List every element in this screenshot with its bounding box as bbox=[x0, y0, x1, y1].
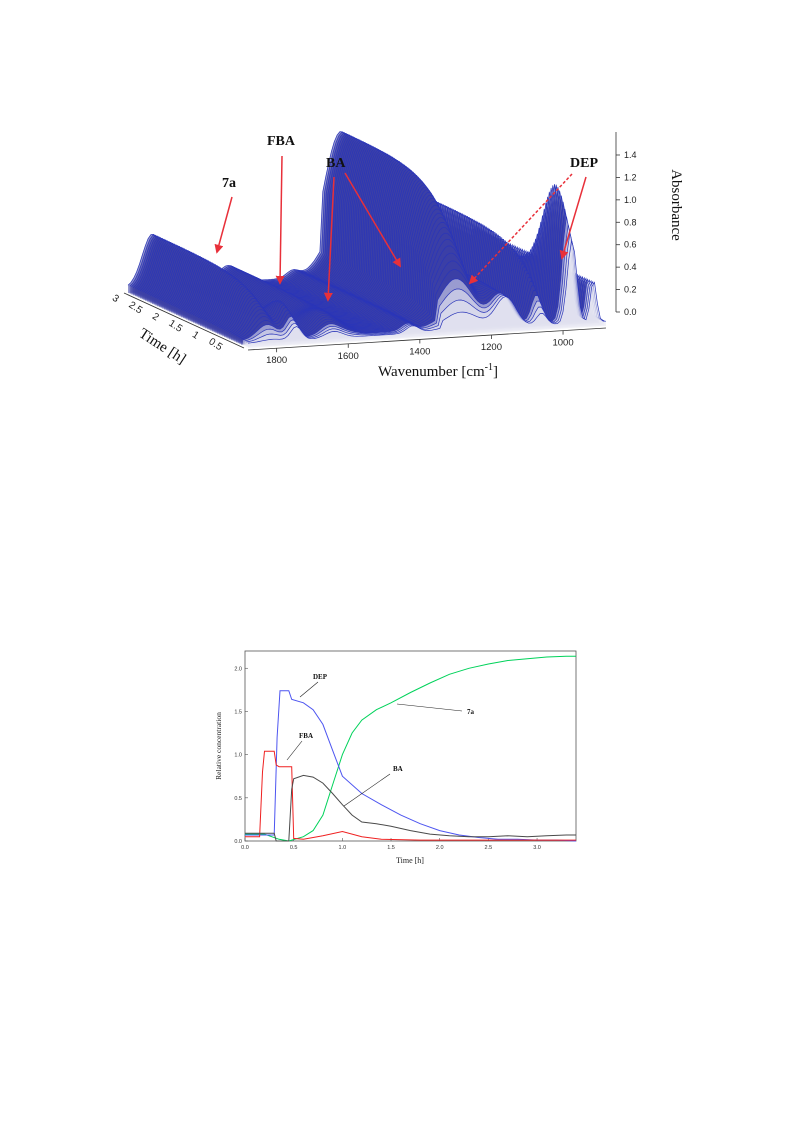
x-tick-label: 2.5 bbox=[485, 845, 493, 851]
absorbance-tick-label: 0.8 bbox=[624, 217, 637, 227]
wavenumber-axis-title-main: Wavenumber [cm bbox=[378, 364, 485, 380]
time-tick-label: 2 bbox=[150, 311, 161, 323]
concentration-series bbox=[245, 655, 577, 842]
spectral-surface bbox=[127, 131, 607, 348]
annotation-dep-arrow-2 bbox=[559, 176, 587, 260]
annotation-dep: DEP bbox=[570, 156, 598, 171]
wavenumber-tick-label: 1000 bbox=[552, 338, 573, 349]
x-tick-label: 1.0 bbox=[339, 845, 347, 851]
x-axis-title: Time [h] bbox=[396, 856, 424, 865]
annotation-7a-2d: 7a bbox=[467, 708, 475, 716]
y-tick-label: 0.0 bbox=[234, 839, 242, 845]
absorbance-tick-label: 1.2 bbox=[624, 172, 637, 182]
wavenumber-tick-label: 1800 bbox=[266, 355, 287, 366]
annotation-7a-2d-arrow bbox=[396, 703, 463, 712]
y-axis-title: Relative concentration bbox=[214, 712, 223, 780]
y-tick-label: 1.0 bbox=[234, 753, 242, 759]
series-line-1 bbox=[245, 690, 577, 842]
annotation-7a: 7a bbox=[222, 176, 236, 191]
wavenumber-axis bbox=[247, 327, 607, 351]
wavenumber-axis-title: Wavenumber [cm-1] bbox=[378, 362, 498, 380]
annotation-fba-2d-arrow bbox=[286, 740, 303, 761]
y-tick-label: 0.5 bbox=[234, 796, 242, 802]
x-tick-label: 0.5 bbox=[290, 845, 298, 851]
time-axis bbox=[123, 292, 245, 349]
series-line-0 bbox=[245, 655, 576, 842]
x-tick-label: 3.0 bbox=[533, 845, 541, 851]
absorbance-tick-label: 0.0 bbox=[624, 307, 637, 317]
wavenumber-axis-title-sup: -1 bbox=[485, 362, 493, 373]
x-tick-label: 2.0 bbox=[436, 845, 444, 851]
x-tick-label: 0.0 bbox=[241, 845, 249, 851]
time-tick-label: 1 bbox=[190, 329, 201, 341]
absorbance-tick-label: 1.0 bbox=[624, 195, 637, 205]
x-tick-label: 1.5 bbox=[387, 845, 395, 851]
absorbance-waterfall-chart: 1800 1600 1400 1200 100032.521.510.51.41.21.… bbox=[110, 131, 684, 380]
series-line-2 bbox=[245, 750, 576, 841]
axis-ticks: 0.0 0.5 1.0 1.5 2.0 2.5 3.0 0.0 0.5 1.0 1.5 2.0 bbox=[234, 666, 541, 851]
annotation-fba: FBA bbox=[267, 134, 296, 149]
series-annotations: DEP FBA 7a BA bbox=[286, 673, 475, 807]
annotation-ba-2d-arrow bbox=[343, 773, 391, 807]
annotation-ba-arrow-2 bbox=[344, 172, 401, 268]
y-tick-label: 1.5 bbox=[234, 709, 242, 715]
axes-3d: 1800 1600 1400 1200 100032.521.510.51.41.21.… bbox=[110, 132, 637, 366]
annotation-ba-2d: BA bbox=[393, 765, 403, 773]
wavenumber-tick-label: 1400 bbox=[409, 346, 430, 357]
spectrum-fill bbox=[248, 240, 606, 348]
absorbance-axis-title: Absorbance bbox=[668, 169, 684, 241]
y-tick-label: 2.0 bbox=[234, 666, 242, 672]
time-tick-label: 3 bbox=[110, 293, 121, 305]
wavenumber-axis-title-close: ] bbox=[493, 364, 498, 380]
absorbance-tick-label: 0.4 bbox=[624, 262, 637, 272]
absorbance-tick-label: 0.6 bbox=[624, 240, 637, 250]
series-line-3 bbox=[245, 774, 576, 842]
plot-frame bbox=[244, 650, 577, 842]
wavenumber-tick-label: 1600 bbox=[338, 351, 359, 362]
annotation-7a-arrow bbox=[214, 196, 233, 254]
wavenumber-tick-label: 1200 bbox=[481, 342, 502, 353]
annotation-dep-2d: DEP bbox=[313, 673, 328, 681]
spectrum-trace bbox=[247, 240, 607, 344]
annotation-dep-2d-arrow bbox=[299, 681, 319, 698]
annotation-ba: BA bbox=[326, 156, 346, 171]
peak-annotations: 7a FBA BA DEP bbox=[214, 134, 598, 302]
absorbance-tick-label: 0.2 bbox=[624, 285, 637, 295]
absorbance-tick-label: 1.4 bbox=[624, 150, 637, 160]
annotation-ba-arrow-1 bbox=[323, 176, 335, 302]
annotation-fba-arrow bbox=[275, 155, 285, 285]
annotation-fba-2d: FBA bbox=[299, 732, 313, 740]
